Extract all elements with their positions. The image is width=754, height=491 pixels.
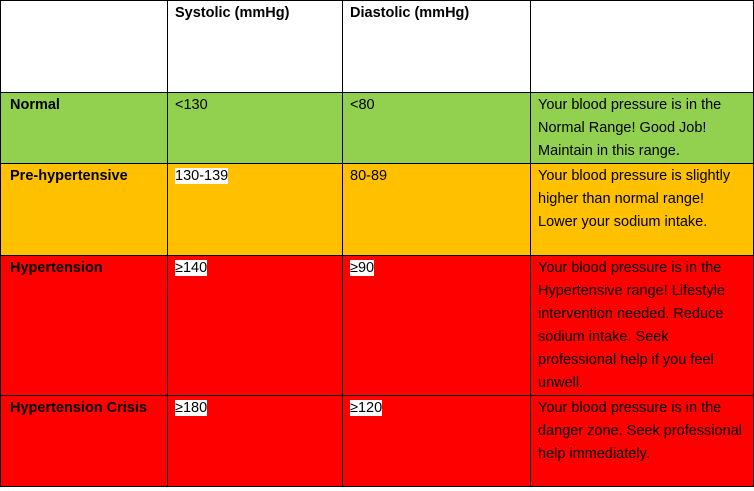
diastolic-cell: ≥90 — [342, 255, 531, 396]
message-cell: Your blood pressure is in the danger zon… — [530, 395, 754, 487]
header-message — [530, 0, 754, 93]
systolic-value: 130-139 — [175, 168, 229, 184]
header-category — [0, 0, 168, 93]
message-cell: Your blood pressure is slightly higher t… — [530, 163, 754, 256]
header-diastolic: Diastolic (mmHg) — [342, 0, 531, 93]
header-row: Systolic (mmHg) Diastolic (mmHg) — [0, 0, 754, 93]
systolic-value: ≥140 — [175, 260, 208, 276]
diastolic-value: ≥90 — [350, 260, 375, 276]
diastolic-cell: <80 — [342, 92, 531, 164]
category-cell: Pre-hypertensive — [0, 163, 168, 256]
systolic-cell: <130 — [167, 92, 343, 164]
diastolic-cell: 80-89 — [342, 163, 531, 256]
systolic-cell: 130-139 — [167, 163, 343, 256]
table-row-hypertension-crisis: Hypertension Crisis ≥180 ≥120 Your blood… — [0, 395, 754, 487]
category-cell: Hypertension — [0, 255, 168, 396]
header-systolic: Systolic (mmHg) — [167, 0, 343, 93]
table-row-hypertension: Hypertension ≥140 ≥90 Your blood pressur… — [0, 255, 754, 396]
table-row-normal: Normal <130 <80 Your blood pressure is i… — [0, 92, 754, 164]
table-row-pre-hypertensive: Pre-hypertensive 130-139 80-89 Your bloo… — [0, 163, 754, 256]
message-cell: Your blood pressure is in the Normal Ran… — [530, 92, 754, 164]
diastolic-value: ≥120 — [350, 400, 383, 416]
diastolic-cell: ≥120 — [342, 395, 531, 487]
message-cell: Your blood pressure is in the Hypertensi… — [530, 255, 754, 396]
systolic-cell: ≥180 — [167, 395, 343, 487]
systolic-value: ≥180 — [175, 400, 208, 416]
systolic-cell: ≥140 — [167, 255, 343, 396]
category-cell: Normal — [0, 92, 168, 164]
category-cell: Hypertension Crisis — [0, 395, 168, 487]
